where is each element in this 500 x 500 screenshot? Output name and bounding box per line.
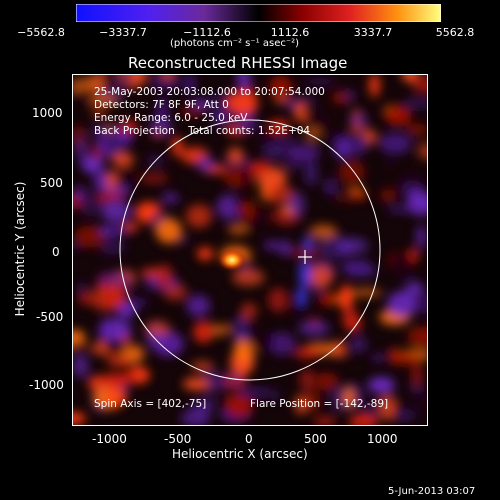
x-tick-label: 1000 [367,432,398,446]
y-tick-label: -1000 [29,378,64,392]
x-axis-label: Heliocentric X (arcsec) [172,447,308,461]
x-tick-label: 0 [245,432,253,446]
x-tick-label: -1000 [92,432,127,446]
y-axis-label: Heliocentric Y (arcsec) [13,181,27,317]
y-tick-label: -500 [36,310,64,324]
y-tick-label: 0 [52,245,60,259]
flare-position-text: Flare Position = [-142,-89] [250,398,389,410]
rhessi-image [72,74,428,426]
colorbar-tick-label: 5562.8 [435,26,475,39]
colorbar-tick-label: −3337.7 [99,26,147,39]
info-line: Back Projection Total counts: 1.52E+04 [94,125,311,137]
info-line: Detectors: 7F 8F 9F, Att 0 [94,99,229,111]
colorbar-tick-label: 1112.6 [270,26,310,39]
x-tick-label: -500 [164,432,192,446]
colorbar-tick-label: −5562.8 [17,26,65,39]
y-tick-label: 1000 [32,106,63,120]
info-line: Energy Range: 6.0 - 25.0 keV [94,112,248,124]
x-tick-label: 500 [304,432,327,446]
info-line: 25-May-2003 20:03:08.000 to 20:07:54.000 [94,86,325,98]
solar-limb [119,119,381,381]
spin-axis-marker [298,250,312,264]
colorbar [76,4,441,22]
footer-date: 5-Jun-2013 03:07 [388,486,476,497]
colorbar-unit-label: (photons cm⁻² s⁻¹ asec⁻²) [170,38,300,49]
spin-axis-text: Spin Axis = [402,-75] [94,398,207,410]
plot-title: Reconstructed RHESSI Image [128,54,348,72]
y-tick-label: 500 [40,176,63,190]
colorbar-tick-label: −1112.6 [183,26,231,39]
colorbar-tick-label: 3337.7 [353,26,393,39]
